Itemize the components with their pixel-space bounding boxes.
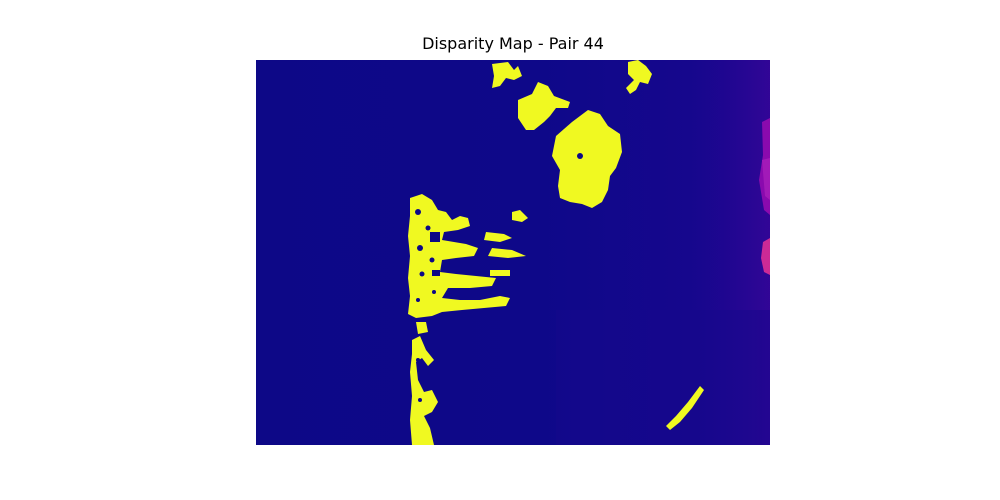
disparity-map-image (256, 60, 770, 445)
figure-title: Disparity Map - Pair 44 (422, 34, 604, 53)
lower-band (556, 310, 770, 445)
high-disparity-regions (408, 60, 704, 445)
pink-patch (761, 238, 770, 275)
disparity-holes (415, 153, 583, 402)
magenta-patch-mid (762, 158, 770, 200)
